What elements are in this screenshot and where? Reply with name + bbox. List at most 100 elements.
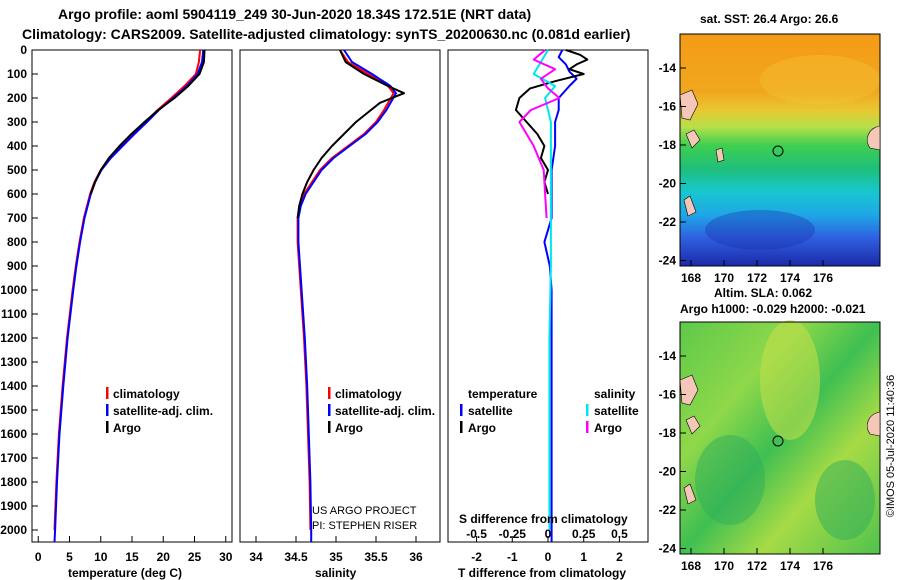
t-difference-xlabel: T difference from climatology [458, 566, 626, 580]
y-tick-label: 1700 [0, 451, 27, 465]
series-line [514, 49, 589, 195]
y-tick-label: 0 [20, 43, 27, 57]
legend-salinity-title: salinity [594, 387, 636, 401]
x-tick-label: 30 [219, 550, 233, 564]
lat-tick-label: -18 [659, 426, 677, 440]
s-tick-label: 0 [545, 527, 552, 541]
series-line [89, 49, 206, 195]
x-tick-label: 5 [66, 550, 73, 564]
x-tick-label: 10 [94, 550, 108, 564]
legend-climatology-swatch [328, 387, 331, 399]
y-tick-label: 1000 [0, 283, 27, 297]
lon-tick-label: 176 [813, 271, 833, 285]
difference-panel: -2 -1 0 1 2 -0.5 -0.25 0 0.25 0.5 T difference f… [447, 49, 649, 580]
difference-plot-frame [447, 49, 649, 543]
y-tick-label: 500 [7, 163, 27, 177]
y-tick-label: 1900 [0, 499, 27, 513]
lon-tick-label: 170 [714, 271, 734, 285]
x-tick-label: -1 [507, 550, 518, 564]
legend-satellite-swatch [106, 404, 109, 416]
y-tick-label: 900 [7, 259, 27, 273]
legend-s-argo-label: Argo [594, 421, 622, 435]
s-difference-label: S difference from climatology [459, 512, 628, 526]
sst-patch [705, 210, 815, 250]
legend-satellite-label: satellite-adj. clim. [335, 404, 435, 418]
x-tick-label: 0 [35, 550, 42, 564]
y-tick-label: 1500 [0, 403, 27, 417]
y-tick-label: 600 [7, 187, 27, 201]
island-shape [683, 195, 697, 217]
y-tick-label: 800 [7, 235, 27, 249]
lat-tick-label: -16 [659, 100, 677, 114]
argo-location-marker [772, 435, 784, 447]
salinity-panel: 34 34.5 35 35.5 36 salinity climatology sate… [239, 49, 441, 580]
series-line [532, 49, 557, 530]
credit-label: ©IMOS 05-Jul-2020 11:40:36 [885, 374, 897, 518]
island-shape [679, 89, 699, 121]
legend-climatology-label: climatology [335, 387, 402, 401]
legend-t-argo-swatch [460, 421, 463, 433]
temperature-plot-frame [31, 49, 233, 543]
lon-tick-label: 168 [681, 271, 701, 285]
x-tick-label: 2 [616, 550, 623, 564]
lon-tick-label: 176 [813, 559, 833, 573]
sla-patch [760, 320, 820, 440]
legend-argo-label: Argo [335, 421, 363, 435]
y-tick-label: 1600 [0, 427, 27, 441]
lon-tick-label: 170 [714, 559, 734, 573]
legend-t-argo-label: Argo [468, 421, 496, 435]
y-tick-label: 100 [7, 67, 27, 81]
sst-patch [760, 55, 880, 105]
map-bottom-title-1: Altim. SLA: 0.062 [714, 286, 813, 300]
legend-argo-swatch [106, 421, 109, 433]
y-tick-label: 1400 [0, 379, 27, 393]
argo-location-marker [772, 145, 784, 157]
legend-satellite-swatch [328, 404, 331, 416]
lat-tick-label: -20 [659, 465, 677, 479]
x-tick-label: 36 [409, 550, 423, 564]
series-line [296, 49, 405, 219]
x-tick-label: 0 [545, 550, 552, 564]
island-shape [685, 415, 701, 435]
island-shape [683, 483, 697, 505]
legend-climatology-swatch [106, 387, 109, 399]
legend-argo-label: Argo [113, 421, 141, 435]
island-shape [679, 374, 699, 406]
legend-argo-swatch [328, 421, 331, 433]
lat-tick-label: -14 [659, 349, 677, 363]
lon-tick-label: 172 [747, 559, 767, 573]
s-tick-label: 0.25 [572, 527, 596, 541]
y-tick-label: 1800 [0, 475, 27, 489]
y-tick-label: 1200 [0, 331, 27, 345]
lon-tick-label: 168 [681, 559, 701, 573]
island-shape [867, 411, 881, 437]
legend-satellite-label: satellite-adj. clim. [113, 404, 213, 418]
x-tick-label: -2 [471, 550, 482, 564]
legend-s-argo-swatch [586, 421, 589, 433]
salinity-xlabel: salinity [315, 566, 357, 580]
y-tick-label: 1100 [1, 307, 27, 321]
legend-climatology-label: climatology [113, 387, 180, 401]
y-tick-label: 400 [7, 139, 27, 153]
x-tick-label: 20 [157, 550, 171, 564]
title-line-1: Argo profile: aoml 5904119_249 30-Jun-20… [58, 6, 532, 22]
sla-patch [815, 460, 875, 540]
y-tick-label: 700 [7, 211, 27, 225]
lat-tick-label: -18 [659, 138, 677, 152]
s-tick-label: -0.5 [466, 527, 487, 541]
lon-tick-label: 174 [780, 271, 800, 285]
sla-map: -14 -16 -18 -20 -22 -24 168 170 172 174 176 [659, 320, 881, 573]
y-tick-label: 1300 [0, 355, 27, 369]
island-shape [867, 125, 881, 151]
x-tick-label: 15 [125, 550, 139, 564]
lon-tick-label: 174 [780, 559, 800, 573]
sst-map: -14 -16 -18 -20 -22 -24 168 170 172 174 176 [659, 33, 881, 285]
x-tick-label: 35 [329, 550, 343, 564]
map-bottom-title-2: Argo h1000: -0.029 h2000: -0.021 [680, 302, 866, 316]
legend-s-satellite-swatch [586, 404, 589, 416]
project-annotation: US ARGO PROJECT [312, 505, 417, 517]
s-tick-label: 0.5 [611, 527, 628, 541]
lat-tick-label: -20 [659, 177, 677, 191]
lat-tick-label: -24 [659, 542, 677, 556]
